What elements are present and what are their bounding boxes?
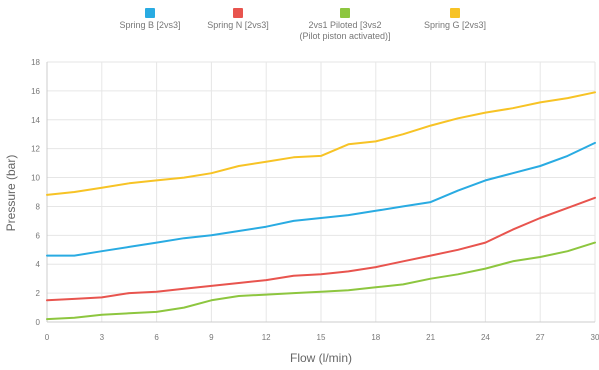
series-line-piloted[interactable] [46, 241, 596, 321]
x-tick-label: 15 [317, 333, 326, 342]
legend-item-spring-g[interactable]: Spring G [2vs3] [410, 8, 500, 31]
y-tick-label: 18 [31, 58, 40, 67]
y-tick-label: 2 [36, 289, 41, 298]
x-tick-label: 9 [209, 333, 214, 342]
y-tick-label: 6 [36, 231, 41, 240]
y-tick-label: 10 [31, 174, 40, 183]
x-tick-label: 30 [591, 333, 599, 342]
x-tick-label: 6 [154, 333, 159, 342]
legend: Spring B [2vs3] Spring N [2vs3] 2vs1 Pil… [0, 8, 599, 48]
legend-item-spring-n[interactable]: Spring N [2vs3] [193, 8, 283, 31]
series-line-spring-n[interactable] [46, 196, 596, 302]
x-tick-label: 21 [426, 333, 435, 342]
y-axis-label: Pressure (bar) [4, 155, 18, 232]
x-tick-label: 24 [481, 333, 490, 342]
x-tick-label: 12 [262, 333, 271, 342]
legend-swatch-spring-b [145, 8, 155, 18]
legend-item-spring-b[interactable]: Spring B [2vs3] [105, 8, 195, 31]
legend-label-spring-n: Spring N [2vs3] [207, 20, 269, 30]
x-tick-label: 27 [536, 333, 545, 342]
legend-item-piloted[interactable]: 2vs1 Piloted [3vs2 (Pilot piston activat… [285, 8, 405, 42]
x-tick-label: 18 [371, 333, 380, 342]
series-line-spring-b[interactable] [46, 141, 596, 257]
x-tick-label: 3 [100, 333, 105, 342]
y-tick-label: 8 [36, 202, 41, 211]
y-tick-label: 4 [36, 260, 41, 269]
series-layer [46, 91, 596, 321]
y-tick-label: 12 [31, 145, 40, 154]
legend-label-piloted: 2vs1 Piloted [3vs2 (Pilot piston activat… [299, 20, 391, 41]
y-tick-label: 0 [36, 318, 41, 327]
y-tick-label: 14 [31, 116, 40, 125]
grid [46, 61, 596, 323]
legend-label-spring-b: Spring B [2vs3] [119, 20, 181, 30]
legend-swatch-piloted [340, 8, 350, 18]
legend-swatch-spring-n [233, 8, 243, 18]
legend-swatch-spring-g [450, 8, 460, 18]
x-axis-label: Flow (l/min) [290, 351, 352, 365]
legend-label-spring-g: Spring G [2vs3] [423, 20, 487, 30]
y-tick-label: 16 [31, 87, 40, 96]
x-tick-label: 0 [45, 333, 50, 342]
series-line-spring-g[interactable] [46, 91, 596, 196]
